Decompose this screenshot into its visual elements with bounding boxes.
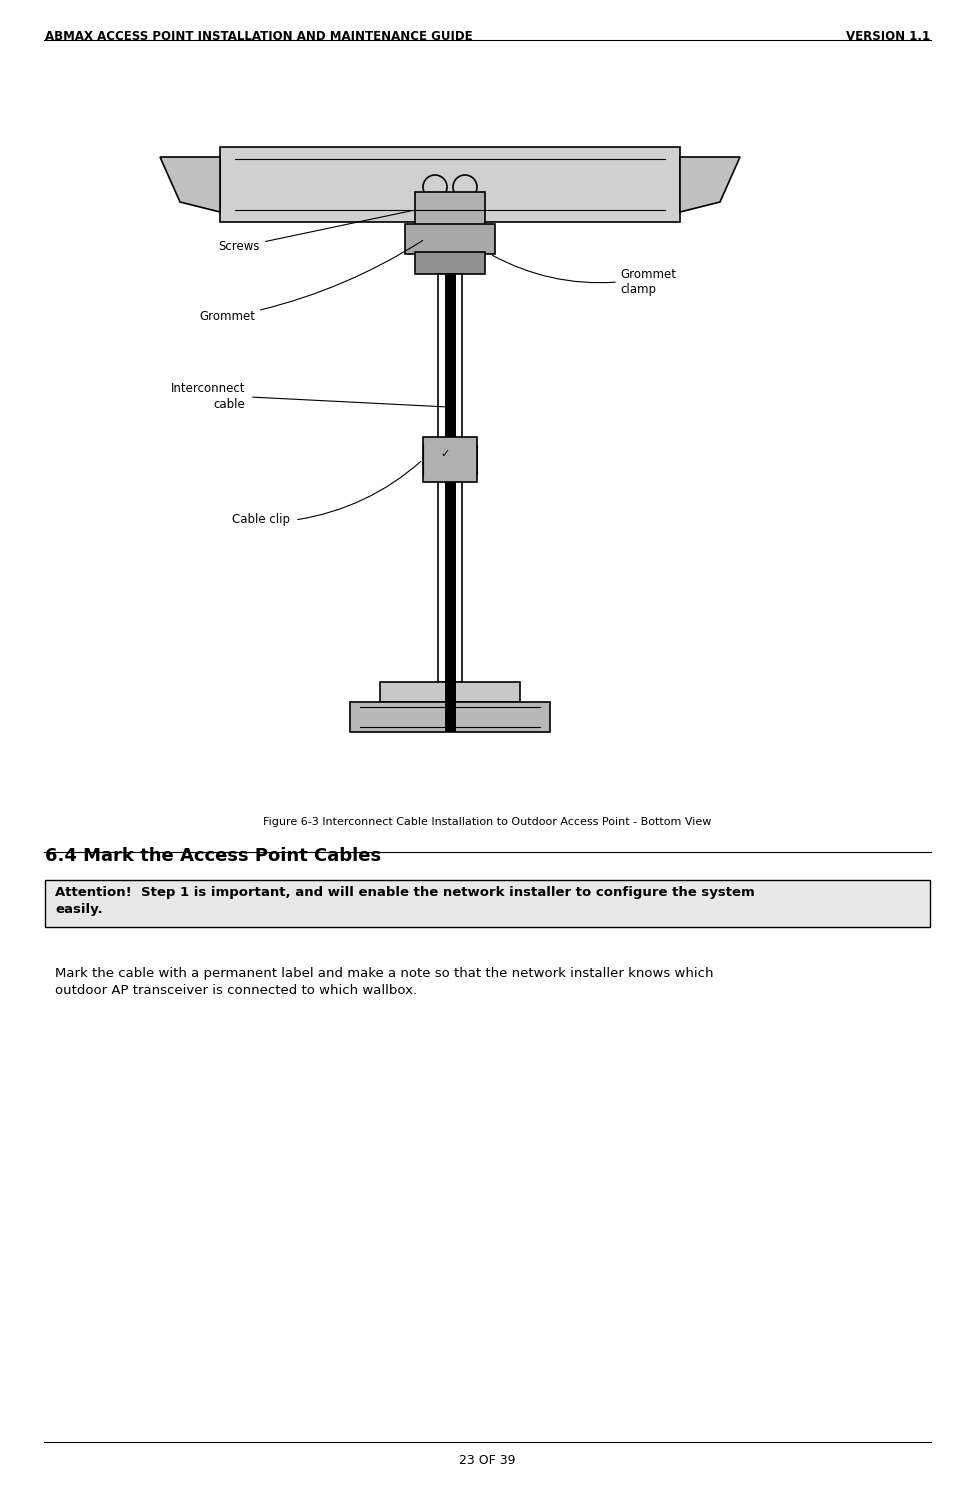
FancyBboxPatch shape	[220, 147, 680, 222]
Text: 6.4 Mark the Access Point Cables: 6.4 Mark the Access Point Cables	[45, 847, 381, 865]
Text: 23 OF 39: 23 OF 39	[459, 1454, 516, 1467]
Text: Cable clip: Cable clip	[232, 514, 290, 527]
Text: Grommet: Grommet	[199, 240, 423, 323]
Text: Mark the cable with a permanent label and make a note so that the network instal: Mark the cable with a permanent label an…	[55, 967, 714, 997]
Text: Grommet
clamp: Grommet clamp	[620, 267, 676, 296]
Text: VERSION 1.1: VERSION 1.1	[846, 30, 930, 44]
Text: Attention!  Step 1 is important, and will enable the network installer to config: Attention! Step 1 is important, and will…	[55, 886, 755, 916]
Polygon shape	[680, 158, 740, 212]
FancyBboxPatch shape	[405, 224, 495, 254]
FancyBboxPatch shape	[445, 682, 455, 731]
Polygon shape	[160, 158, 220, 212]
FancyBboxPatch shape	[415, 192, 485, 227]
FancyBboxPatch shape	[45, 880, 930, 927]
FancyBboxPatch shape	[415, 252, 485, 273]
Text: Interconnect
cable: Interconnect cable	[171, 383, 245, 412]
Text: Screws: Screws	[218, 210, 412, 254]
FancyBboxPatch shape	[380, 682, 520, 701]
Text: ✓: ✓	[441, 449, 449, 460]
FancyBboxPatch shape	[423, 437, 477, 482]
FancyBboxPatch shape	[350, 701, 550, 731]
FancyBboxPatch shape	[445, 273, 455, 682]
Text: ABMAX ACCESS POINT INSTALLATION AND MAINTENANCE GUIDE: ABMAX ACCESS POINT INSTALLATION AND MAIN…	[45, 30, 473, 44]
FancyBboxPatch shape	[438, 273, 462, 682]
Text: Figure 6-3 Interconnect Cable Installation to Outdoor Access Point - Bottom View: Figure 6-3 Interconnect Cable Installati…	[263, 817, 712, 828]
